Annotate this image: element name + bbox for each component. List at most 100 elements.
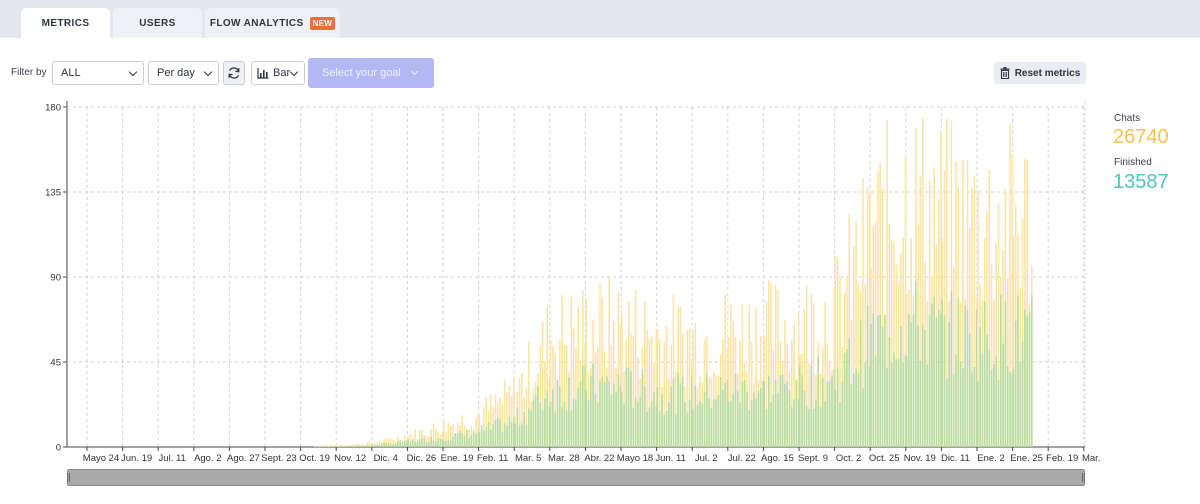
chats-bar [336, 445, 338, 447]
finished-bar [826, 382, 829, 447]
finished-bar [350, 446, 352, 447]
chart-range-scrollbar[interactable] [67, 469, 1085, 486]
chats-label: Chats [1114, 113, 1141, 124]
chats-bar [368, 441, 370, 447]
finished-bar [421, 437, 423, 447]
finished-bar [432, 441, 435, 447]
finished-bar [478, 432, 481, 447]
finished-bar [696, 404, 699, 447]
chats-bar [601, 297, 604, 447]
chart-type-value: Bar [273, 67, 291, 79]
goal-select[interactable]: Select your goal [308, 58, 434, 88]
finished-bar [468, 438, 470, 447]
chats-bar [672, 294, 675, 447]
chats-bar [340, 444, 343, 447]
range-end-handle[interactable] [1082, 473, 1085, 482]
chats-bar [435, 428, 437, 447]
chats-bar [857, 282, 860, 447]
chats-bar [521, 372, 523, 447]
chats-bar [962, 159, 964, 447]
finished-bar [661, 394, 663, 447]
range-start-handle[interactable] [67, 473, 70, 482]
chats-bar [904, 157, 907, 447]
chats-value: 26740 [1113, 126, 1169, 148]
finished-bar [828, 380, 831, 447]
finished-bar [663, 415, 666, 447]
tab-metrics[interactable]: METRICS [21, 8, 110, 38]
chart-type-select[interactable]: Bar [251, 61, 305, 85]
chats-bar [390, 438, 392, 447]
refresh-button[interactable] [223, 61, 245, 85]
segment-select[interactable]: ALL [52, 61, 144, 85]
chats-bar [1024, 158, 1026, 448]
chats-bar [655, 330, 658, 447]
chats-bar [940, 131, 942, 447]
finished-bar [710, 407, 713, 447]
chats-bar [599, 283, 601, 447]
finished-bar [877, 315, 879, 447]
chats-bar [732, 321, 734, 447]
finished-bar [487, 422, 490, 447]
finished-bar [1021, 341, 1024, 447]
finished-bar [874, 356, 877, 447]
chats-bar [345, 444, 347, 447]
finished-bar [632, 408, 635, 447]
period-select[interactable]: Per day [148, 61, 219, 85]
finished-bar [656, 387, 659, 447]
finished-bar [601, 376, 604, 447]
chats-bar [378, 440, 381, 447]
finished-bar [407, 439, 409, 447]
finished-bar [634, 396, 637, 447]
chats-bar [973, 176, 976, 447]
finished-bar [552, 389, 554, 447]
chats-bar [338, 445, 341, 447]
finished-bar [717, 395, 720, 447]
finished-bar [443, 440, 445, 447]
chats-bar [513, 376, 515, 447]
finished-bar [902, 362, 904, 447]
finished-bar [480, 426, 483, 447]
finished-bar [727, 401, 730, 447]
finished-bar [570, 410, 573, 447]
chats-bar [634, 289, 637, 447]
x-tick-label: Mayo 24 [83, 453, 119, 464]
finished-bar [719, 377, 722, 447]
tab-flow-analytics[interactable]: FLOW ANALYTICS NEW [205, 8, 340, 38]
chats-bar [995, 242, 997, 447]
finished-bar [587, 400, 590, 447]
chats-bar [921, 117, 924, 447]
chats-bar [619, 323, 622, 447]
tab-users[interactable]: USERS [113, 8, 202, 38]
tab-users-label: USERS [139, 17, 176, 29]
chats-bar [452, 423, 454, 447]
x-tick-label: Oct. 19 [299, 453, 330, 464]
chats-bar [862, 177, 864, 447]
finished-bar [577, 387, 579, 447]
finished-bar [650, 401, 653, 447]
finished-bar [943, 315, 946, 447]
finished-bar [539, 403, 542, 447]
chats-bar [977, 190, 979, 448]
finished-bar [848, 338, 850, 447]
finished-bar [986, 335, 988, 447]
chats-bar [539, 345, 542, 447]
finished-bar [1002, 343, 1004, 447]
finished-bar [788, 390, 791, 447]
finished-bar [799, 364, 801, 447]
chats-bar [836, 257, 839, 447]
chats-bar [321, 445, 323, 447]
finished-bar [886, 367, 888, 447]
finished-bar [941, 299, 943, 447]
x-tick-label: Ene. 25 [1010, 453, 1043, 464]
finished-bar [730, 401, 732, 447]
chats-bar [316, 446, 319, 447]
x-tick-label: Jun. 19 [121, 453, 152, 464]
finished-bar [646, 411, 648, 447]
chats-bar [990, 264, 993, 447]
finished-bar [363, 445, 366, 447]
finished-bar [435, 441, 437, 447]
chats-bar [563, 344, 566, 447]
reset-metrics-button[interactable]: Reset metrics [994, 62, 1086, 84]
finished-bar [979, 326, 981, 447]
finished-bar [352, 446, 354, 447]
